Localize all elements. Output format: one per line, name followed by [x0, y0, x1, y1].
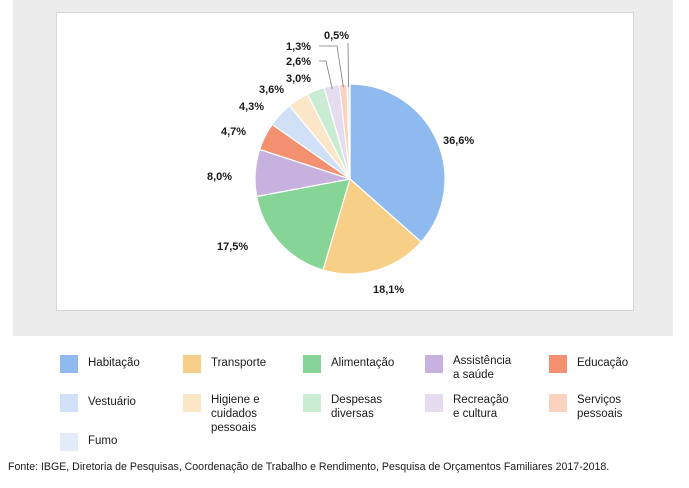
- legend-label: Recreação e cultura: [453, 394, 509, 420]
- legend-label: Assistência a saúde: [453, 355, 512, 381]
- legend-swatch: [549, 394, 567, 412]
- legend-item: Fumo: [60, 432, 168, 451]
- legend-item: Vestuário: [60, 393, 168, 412]
- legend-item: Alimentação: [303, 354, 411, 373]
- plot-area: 36,6% 18,1% 17,5% 8,0% 4,7% 4,3% 3,6% 3,0% 2,6% 1…: [56, 12, 634, 311]
- legend-item: Transporte: [183, 354, 291, 373]
- legend-swatch: [183, 394, 201, 412]
- legend-label: Despesas diversas: [331, 394, 383, 420]
- legend-item: Habitação: [60, 354, 168, 373]
- slice-label-3: 17,5%: [217, 241, 248, 253]
- slice-label-8: 3,0%: [286, 73, 311, 85]
- slice-label-1: 36,6%: [443, 135, 474, 147]
- slice-label-5: 4,7%: [221, 126, 246, 138]
- leader-line-10: [319, 45, 344, 88]
- pie-slice-2: [322, 177, 423, 275]
- legend-item: Higiene e cuidados pessoais: [183, 393, 291, 435]
- pie-chart: 36,6% 18,1% 17,5% 8,0% 4,7% 4,3% 3,6%3,0% 2,6% 1…: [207, 30, 474, 296]
- legend-swatch: [425, 355, 443, 373]
- legend-label: Higiene e cuidados pessoais: [211, 394, 260, 434]
- legend-swatch: [60, 433, 78, 451]
- leader-line-9: [319, 60, 333, 89]
- legend-swatch: [60, 355, 78, 373]
- slice-label-2: 18,1%: [373, 284, 404, 296]
- slice-label-6: 4,3%: [239, 101, 264, 113]
- legend-swatch: [183, 355, 201, 373]
- legend-swatch: [425, 394, 443, 412]
- legend-swatch: [303, 394, 321, 412]
- leader-line-11: [347, 42, 349, 88]
- legend-item: Assistência a saúde: [425, 354, 533, 382]
- legend-item: Recreação e cultura: [425, 393, 533, 421]
- legend-swatch: [549, 355, 567, 373]
- legend-item: Educação: [549, 354, 657, 373]
- slice-label-10: 1,3%: [286, 41, 311, 53]
- legend-swatch: [303, 355, 321, 373]
- legend-label: Educação: [577, 357, 629, 369]
- legend-item: Despesas diversas: [303, 393, 411, 421]
- legend-label: Habitação: [88, 357, 140, 369]
- pie-slice-1: [349, 83, 446, 243]
- slice-label-7: 3,6%: [259, 84, 284, 96]
- pie-slice-3: [255, 178, 351, 271]
- slice-label-4: 8,0%: [207, 171, 232, 183]
- legend-swatch: [60, 394, 78, 412]
- legend-label: Vestuário: [88, 396, 136, 408]
- slice-label-11: 0,5%: [324, 30, 349, 42]
- legend-label: Fumo: [88, 435, 118, 447]
- legend-label: Serviços pessoais: [577, 394, 623, 420]
- legend-label: Alimentação: [331, 357, 395, 369]
- chart-panel: 36,6% 18,1% 17,5% 8,0% 4,7% 4,3% 3,6% 3,0% 2,6% 1…: [13, 0, 673, 336]
- slice-label-9: 2,6%: [286, 56, 311, 68]
- legend-label: Transporte: [211, 357, 267, 369]
- legend-item: Serviços pessoais: [549, 393, 657, 421]
- source-note: Fonte: IBGE, Diretoria de Pesquisas, Coo…: [8, 461, 610, 473]
